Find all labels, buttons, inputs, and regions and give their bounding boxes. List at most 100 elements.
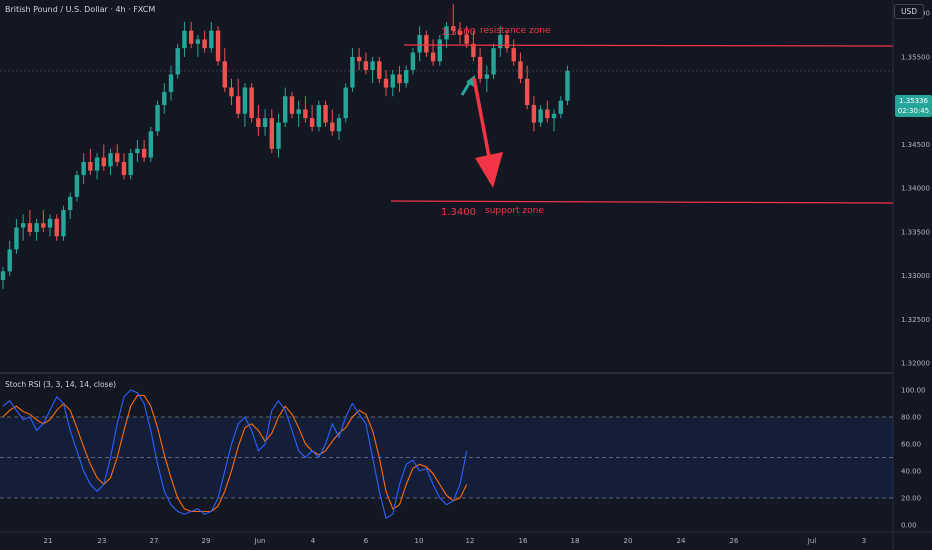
stoch-tick: 0.00 [901,522,917,530]
candle-body [464,35,469,44]
candle-body [511,48,516,62]
resistance-zone-label[interactable]: resistance zone [480,26,551,36]
candle-body [545,109,550,119]
stoch-tick: 40.00 [901,468,921,476]
candle-body [188,30,194,44]
candle-body [88,161,93,171]
current-price-value: 1.35336 [899,97,928,105]
candle-body [356,56,362,62]
candle-body [390,74,395,88]
price-tick: 1.34000 [901,185,930,193]
candle-body [296,109,301,114]
candle-body [229,87,234,97]
candle-body [81,161,86,176]
candle-body [182,30,187,49]
candle-body [498,35,503,49]
candle-body [141,148,147,158]
candle-body [524,78,530,106]
candle-body [34,223,39,232]
candle-body [47,218,53,228]
candle-body [215,30,221,62]
support-zone-label[interactable]: support zone [485,206,544,216]
candle-body [350,56,355,88]
candle-body [477,56,483,79]
candle-body [101,157,106,167]
time-tick: 16 [519,537,528,545]
candle-body [484,74,490,79]
price-tick: 1.33000 [901,272,930,280]
candle-body [558,100,563,114]
candle-body [518,61,523,79]
candle-body [115,153,120,162]
candle-body [330,122,335,132]
candle-body [20,223,26,228]
candle-body [565,70,570,101]
candle-body [269,118,274,149]
candle-body [74,175,80,197]
candle-body [424,35,429,53]
candle-body [7,249,12,272]
candle-body [236,96,241,114]
stoch-k-line [2,389,468,520]
time-tick: 6 [364,537,369,545]
candle-body [343,87,348,119]
candle-body [397,74,402,84]
candle-body [323,105,328,123]
resistance-line [403,44,894,47]
time-tick: 12 [466,537,475,545]
candle-body [437,39,442,62]
time-tick: 3 [862,537,866,545]
symbol-title: British Pound / U.S. Dollar · 4h · FXCM [5,5,156,14]
candle-body [262,118,268,127]
candle-body [175,48,180,75]
support-level-label[interactable]: 1.3400 [441,207,476,218]
time-tick: 4 [311,537,316,545]
time-tick: 26 [730,537,739,545]
candle-body [54,218,59,237]
time-tick: 23 [98,537,107,545]
down-arrow-head [475,152,503,188]
up-arrow-head [466,75,475,87]
price-tick: 1.33500 [901,228,930,236]
candle-body [377,61,382,79]
bar-countdown: 02:30:45 [897,107,930,115]
candle-body [128,153,133,176]
candle-body [316,105,322,127]
candle-body [410,52,416,71]
candle-body [148,131,154,158]
candle-body [27,223,33,232]
candle-body [209,30,214,49]
candle-body [256,118,261,127]
candle-body [202,39,207,49]
candle-body [551,113,557,119]
candle-body [276,122,281,149]
time-tick: 24 [677,537,686,545]
candle-body [289,96,295,114]
candle-body [162,91,167,106]
candle-body [417,35,422,53]
candle-body [451,26,456,31]
candle-body [531,105,537,123]
candle-body [14,227,19,250]
candle-body [336,118,342,132]
price-axis: 1.360001.355001.350001.345001.340001.335… [901,10,930,368]
resistance-level-label[interactable]: 1.3600 [441,27,476,38]
time-tick: 10 [415,537,424,545]
candle-body [504,35,510,49]
candle-body [303,109,308,119]
price-tick: 1.35500 [901,53,930,61]
candle-body [168,74,174,92]
stoch-d-line [2,394,468,513]
indicator-label[interactable]: Stoch RSI (3, 3, 14, 14, close) [5,380,116,389]
candle-body [195,39,201,44]
candle-body [457,30,463,36]
currency-button[interactable]: USD [894,4,924,19]
candle-body [108,153,113,167]
stoch-band [0,416,893,499]
candle-body [222,61,227,88]
stoch-axis: 100.00 80.00 60.00 40.00 20.00 0.00 [901,387,926,530]
candle-body [430,52,436,62]
time-tick: 21 [44,537,53,545]
price-tick: 1.32000 [901,360,930,368]
